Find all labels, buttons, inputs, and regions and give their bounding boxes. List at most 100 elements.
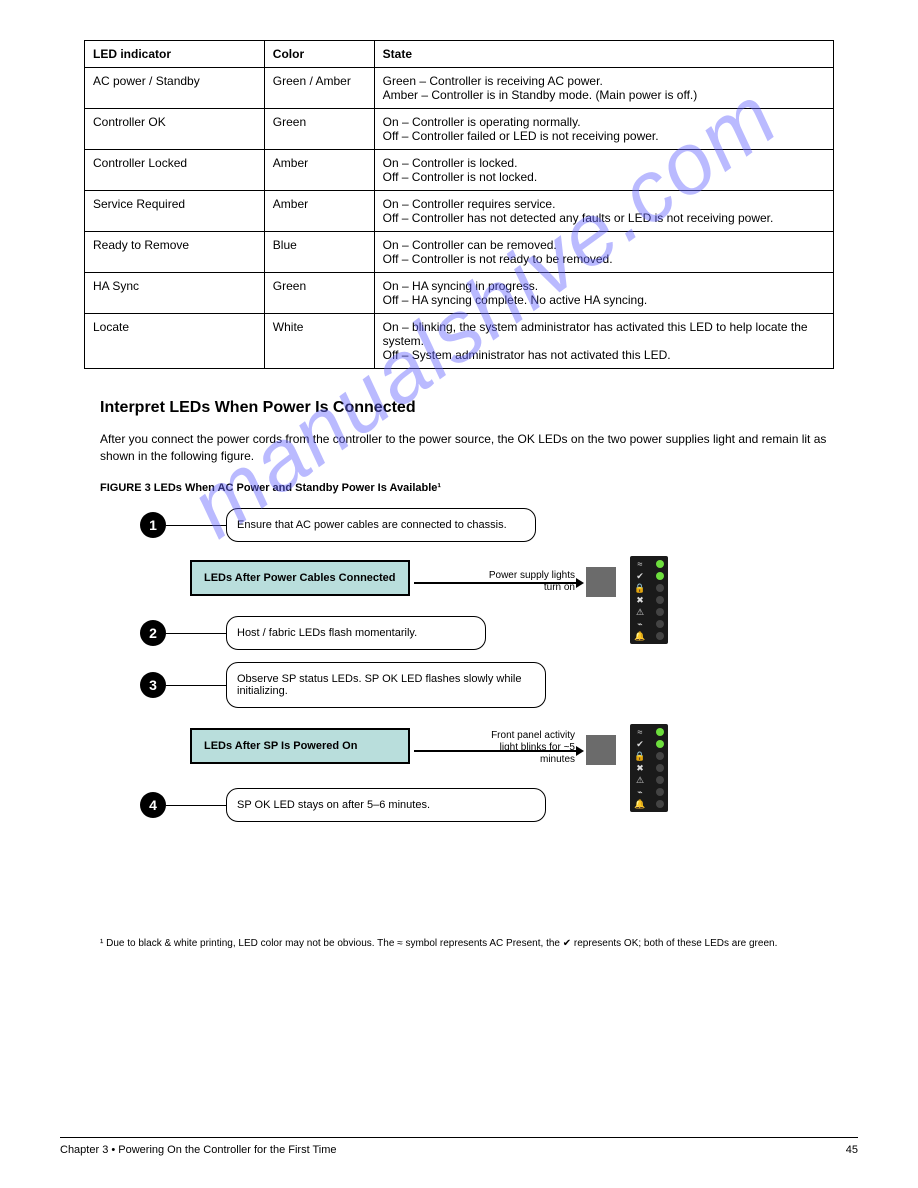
led-glyph-icon: 🔔: [634, 631, 646, 641]
step-number-badge: 2: [140, 620, 166, 646]
led-row: ⌁: [630, 618, 668, 630]
section-paragraph: After you connect the power cords from t…: [100, 431, 858, 466]
grey-square-icon: [586, 735, 616, 765]
grey-square-icon: [586, 567, 616, 597]
table-cell: Blue: [264, 232, 374, 273]
table-cell: Amber: [264, 150, 374, 191]
led-row: 🔔: [630, 630, 668, 642]
table-cell: Green / Amber: [264, 68, 374, 109]
led-dot: [656, 560, 664, 568]
footer-page-number: 45: [846, 1144, 858, 1156]
table-cell: White: [264, 314, 374, 369]
table-cell: On – HA syncing in progress. Off – HA sy…: [374, 273, 833, 314]
led-row: ⌁: [630, 786, 668, 798]
led-glyph-icon: ⌁: [634, 787, 646, 797]
led-dot: [656, 776, 664, 784]
step-number-badge: 1: [140, 512, 166, 538]
table-cell: Service Required: [85, 191, 265, 232]
table-cell: Green: [264, 109, 374, 150]
led-dot: [656, 620, 664, 628]
table-row: HA SyncGreenOn – HA syncing in progress.…: [85, 273, 834, 314]
led-glyph-icon: ✔: [634, 739, 646, 749]
connector-line: [166, 685, 226, 686]
connector-line: [166, 525, 226, 526]
led-state-label: LEDs After SP Is Powered On: [190, 728, 410, 764]
led-dot: [656, 800, 664, 808]
led-row: 🔔: [630, 798, 668, 810]
table-cell: HA Sync: [85, 273, 265, 314]
led-dot: [656, 752, 664, 760]
led-dot: [656, 728, 664, 736]
step-box: SP OK LED stays on after 5–6 minutes.: [226, 788, 546, 822]
table-row: Service RequiredAmberOn – Controller req…: [85, 191, 834, 232]
table-cell: Controller Locked: [85, 150, 265, 191]
activity-note: Power supply lights turn on: [480, 570, 575, 594]
led-dot: [656, 572, 664, 580]
led-row: ≈: [630, 558, 668, 570]
led-glyph-icon: ≈: [634, 727, 646, 737]
table-cell: Ready to Remove: [85, 232, 265, 273]
led-row: ⚠: [630, 606, 668, 618]
led-row: ✖: [630, 594, 668, 606]
figure-caption: FIGURE 3 LEDs When AC Power and Standby …: [100, 482, 858, 494]
step-box: Ensure that AC power cables are connecte…: [226, 508, 536, 542]
table-row: AC power / StandbyGreen / AmberGreen – C…: [85, 68, 834, 109]
led-glyph-icon: ✔: [634, 571, 646, 581]
footnote-text: ¹ Due to black & white printing, LED col…: [100, 938, 858, 949]
table-row: Controller LockedAmberOn – Controller is…: [85, 150, 834, 191]
table-cell: Green – Controller is receiving AC power…: [374, 68, 833, 109]
led-row: ✖: [630, 762, 668, 774]
led-glyph-icon: 🔒: [634, 751, 646, 761]
led-glyph-icon: ⌁: [634, 619, 646, 629]
section-heading: Interpret LEDs When Power Is Connected: [100, 399, 858, 417]
led-dot: [656, 596, 664, 604]
step-number-badge: 3: [140, 672, 166, 698]
led-dot: [656, 788, 664, 796]
led-glyph-icon: 🔔: [634, 799, 646, 809]
led-glyph-icon: ✖: [634, 595, 646, 605]
spec-table: LED indicator Color State AC power / Sta…: [84, 40, 834, 369]
led-row: ✔: [630, 738, 668, 750]
table-cell: On – Controller can be removed. Off – Co…: [374, 232, 833, 273]
step-number-badge: 4: [140, 792, 166, 818]
led-glyph-icon: ≈: [634, 559, 646, 569]
led-dot: [656, 740, 664, 748]
col-header: Color: [264, 41, 374, 68]
led-glyph-icon: ⚠: [634, 775, 646, 785]
table-cell: On – Controller is locked. Off – Control…: [374, 150, 833, 191]
step-box: Host / fabric LEDs flash momentarily.: [226, 616, 486, 650]
led-glyph-icon: 🔒: [634, 583, 646, 593]
flowchart: 1 Ensure that AC power cables are connec…: [100, 512, 860, 912]
table-row: LocateWhiteOn – blinking, the system adm…: [85, 314, 834, 369]
connector-line: [166, 805, 226, 806]
col-header: State: [374, 41, 833, 68]
table-cell: AC power / Standby: [85, 68, 265, 109]
led-row: ✔: [630, 570, 668, 582]
led-dot: [656, 608, 664, 616]
table-cell: Green: [264, 273, 374, 314]
table-cell: On – Controller requires service. Off – …: [374, 191, 833, 232]
led-row: 🔒: [630, 750, 668, 762]
led-dot: [656, 764, 664, 772]
led-dot: [656, 632, 664, 640]
table-row: Controller OKGreenOn – Controller is ope…: [85, 109, 834, 150]
col-header: LED indicator: [85, 41, 265, 68]
table-cell: On – Controller is operating normally. O…: [374, 109, 833, 150]
footer-chapter: Chapter 3 • Powering On the Controller f…: [60, 1144, 337, 1156]
led-row: 🔒: [630, 582, 668, 594]
table-row: Ready to RemoveBlueOn – Controller can b…: [85, 232, 834, 273]
led-panel: ≈ ✔ 🔒✖⚠ ⌁ 🔔: [630, 724, 668, 812]
led-panel: ≈ ✔ 🔒 ✖ ⚠ ⌁ 🔔: [630, 556, 668, 644]
led-glyph-icon: ⚠: [634, 607, 646, 617]
table-cell: Amber: [264, 191, 374, 232]
connector-line: [166, 633, 226, 634]
activity-note: Front panel activity light blinks for ~5…: [470, 730, 575, 766]
led-state-label: LEDs After Power Cables Connected: [190, 560, 410, 596]
table-cell: On – blinking, the system administrator …: [374, 314, 833, 369]
table-cell: Controller OK: [85, 109, 265, 150]
table-header-row: LED indicator Color State: [85, 41, 834, 68]
led-row: ≈: [630, 726, 668, 738]
led-row: ⚠: [630, 774, 668, 786]
table-cell: Locate: [85, 314, 265, 369]
step-box: Observe SP status LEDs. SP OK LED flashe…: [226, 662, 546, 708]
